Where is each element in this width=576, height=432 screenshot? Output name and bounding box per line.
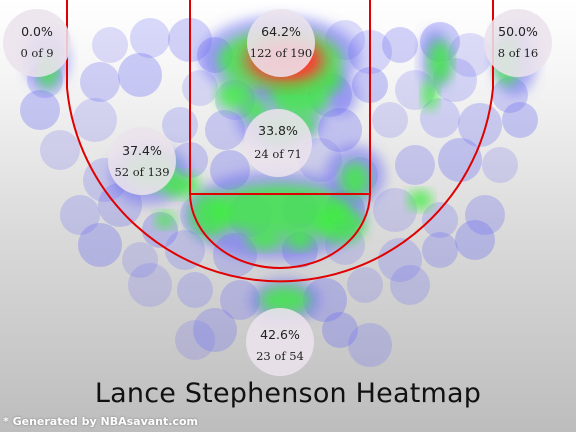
shot-bubble <box>122 242 158 278</box>
free-throw-circle <box>189 192 371 269</box>
zone-above-break-3: 42.6% 23 of 54 <box>246 308 314 376</box>
shot-bubble <box>372 102 408 138</box>
shot-bubble <box>382 27 418 63</box>
zone-paint: 33.8% 24 of 71 <box>244 109 312 177</box>
zone-pct-right-corner-3: 50.0% <box>498 24 538 39</box>
shot-bubble <box>60 195 100 235</box>
shot-bubble <box>20 90 60 130</box>
shot-bubble <box>502 102 538 138</box>
heat-blob-mid <box>428 40 452 84</box>
three-point-line <box>66 0 494 283</box>
shot-bubble <box>322 312 358 348</box>
shot-bubble <box>347 267 383 303</box>
shot-bubble <box>390 265 430 305</box>
shot-bubble <box>318 108 362 152</box>
shot-bubble <box>458 103 502 147</box>
shot-bubble <box>73 98 117 142</box>
zone-pct-left-corner-3: 0.0% <box>21 24 53 39</box>
zone-count-left-mid-range: 52 of 139 <box>114 165 169 179</box>
zone-left-mid-range: 37.4% 52 of 139 <box>108 127 176 195</box>
shot-bubble <box>128 263 172 307</box>
zone-labels: 0.0% 0 of 9 64.2% 122 of 190 50.0% 8 of … <box>3 9 552 376</box>
heat-blob-mid <box>155 212 175 228</box>
heat-blob-mid <box>408 190 432 210</box>
zone-restricted-area: 64.2% 122 of 190 <box>247 9 315 77</box>
heat-blob-mid <box>247 230 283 250</box>
shot-bubble <box>373 188 417 232</box>
shot-bubble <box>220 280 260 320</box>
shot-bubble <box>78 223 122 267</box>
shot-bubble <box>422 232 458 268</box>
shot-bubble <box>40 130 80 170</box>
shot-bubble <box>205 110 245 150</box>
zone-right-corner-3: 50.0% 8 of 16 <box>484 9 552 77</box>
heat-blob-mid <box>315 207 365 243</box>
shot-bubble <box>193 308 237 352</box>
zone-pct-restricted-area: 64.2% <box>261 24 301 39</box>
zone-count-restricted-area: 122 of 190 <box>250 46 312 60</box>
shot-bubble <box>80 62 120 102</box>
heat-blob-mid <box>422 80 438 110</box>
shot-bubble <box>378 238 422 282</box>
heat-blob-mid <box>285 230 315 250</box>
shot-bubble <box>395 145 435 185</box>
shot-bubble <box>448 33 492 77</box>
credit-text: * Generated by NBAsavant.com <box>3 415 198 428</box>
heat-blob-mid <box>340 162 370 198</box>
zone-pct-left-mid-range: 37.4% <box>122 143 162 158</box>
heat-blob-mid <box>270 73 330 117</box>
shot-bubble <box>438 138 482 182</box>
heat-blob-mid <box>318 68 342 92</box>
shot-bubble <box>348 323 392 367</box>
zone-pct-paint: 33.8% <box>258 123 298 138</box>
paint-lane <box>189 0 371 195</box>
zone-count-left-corner-3: 0 of 9 <box>20 46 53 60</box>
zone-count-above-break-3: 23 of 54 <box>256 349 304 363</box>
zone-count-right-corner-3: 8 of 16 <box>498 46 538 60</box>
heat-blob-mid <box>260 286 310 314</box>
shot-bubble <box>455 220 495 260</box>
shot-bubble <box>422 202 458 238</box>
shot-bubble <box>465 195 505 235</box>
shot-bubble <box>482 147 518 183</box>
heat-blob-mid <box>210 185 350 235</box>
shot-bubble <box>165 230 205 270</box>
heat-blob-mid <box>217 80 253 110</box>
heat-blob-mid <box>190 193 230 237</box>
shot-bubble <box>177 272 213 308</box>
chart-title: Lance Stephenson Heatmap <box>94 378 482 409</box>
shot-bubble <box>130 18 170 58</box>
shot-bubble <box>92 27 128 63</box>
zone-left-corner-3: 0.0% 0 of 9 <box>3 9 71 77</box>
shot-bubble <box>175 320 215 360</box>
zone-count-paint: 24 of 71 <box>254 147 302 161</box>
zone-pct-above-break-3: 42.6% <box>260 327 300 342</box>
shot-bubble <box>162 107 198 143</box>
court-lines <box>66 0 494 283</box>
shot-bubble <box>118 53 162 97</box>
